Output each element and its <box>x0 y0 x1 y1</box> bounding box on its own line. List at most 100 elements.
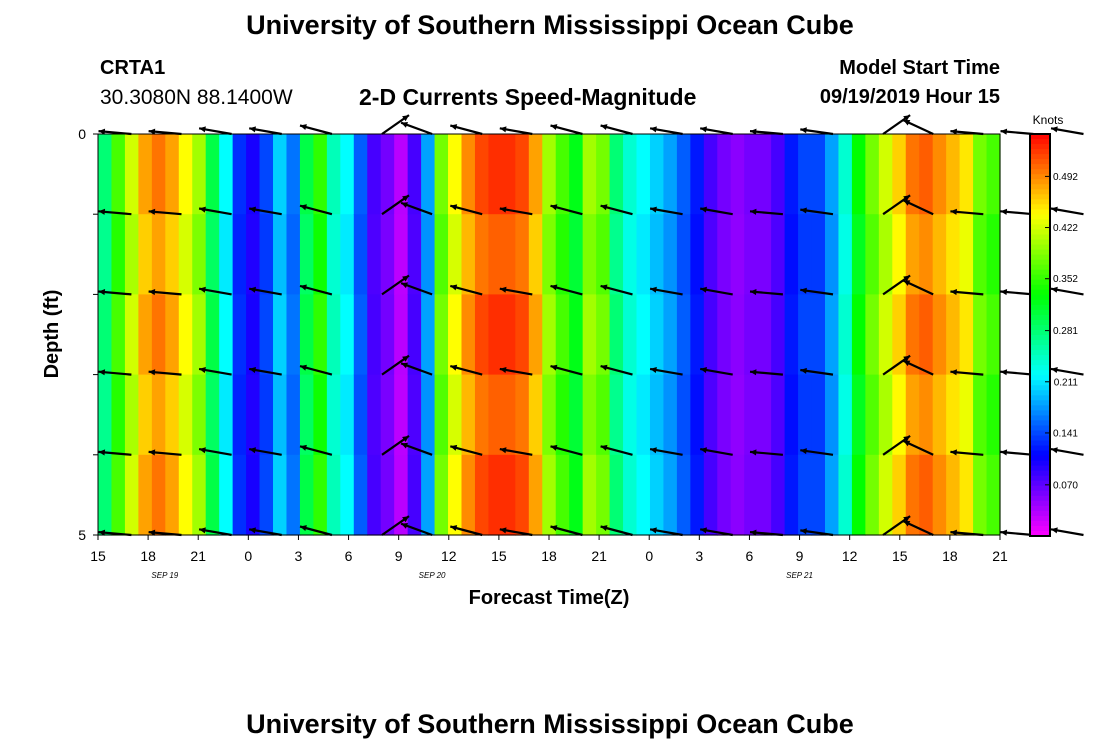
current-vector-head <box>1051 286 1058 293</box>
colorbar-segment <box>1030 209 1050 216</box>
heatmap-cell <box>717 374 732 456</box>
heatmap-cell <box>798 374 813 456</box>
heatmap-cell <box>932 134 947 215</box>
heatmap-cell <box>690 214 705 295</box>
colorbar-segment <box>1030 420 1050 427</box>
heatmap-cell <box>124 134 139 215</box>
current-vector-head <box>98 529 106 536</box>
heatmap-cell <box>703 294 718 376</box>
current-vector-head <box>499 286 507 293</box>
heatmap-cell <box>380 454 395 536</box>
heatmap-cell <box>919 214 934 295</box>
heatmap-cell <box>609 374 624 456</box>
heatmap-cell <box>353 134 368 215</box>
heatmap-cell <box>555 134 570 215</box>
heatmap-cell <box>124 214 139 295</box>
colorbar-segment <box>1030 505 1050 512</box>
heatmap-cell <box>474 294 490 376</box>
heatmap-cell <box>892 374 907 456</box>
heatmap-cell <box>246 134 261 215</box>
colorbar-segment <box>1030 229 1050 236</box>
colorbar-segment <box>1030 370 1050 376</box>
heatmap-cell <box>394 374 409 456</box>
colorbar-segment <box>1030 204 1050 210</box>
heatmap-cell <box>623 374 638 456</box>
heatmap-cell <box>111 374 126 456</box>
heatmap-cell <box>407 134 422 215</box>
colorbar-segment <box>1030 159 1050 165</box>
current-vector-head <box>700 126 707 133</box>
heatmap-cell <box>286 374 301 456</box>
heatmap-cell <box>973 214 988 295</box>
colorbar-segment <box>1030 425 1050 432</box>
heatmap-cell <box>824 214 840 295</box>
current-vector-head <box>249 447 256 454</box>
heatmap-cell <box>757 294 772 376</box>
heatmap-cell <box>192 214 207 295</box>
current-vector-head <box>300 124 307 130</box>
heatmap-cell <box>286 454 301 536</box>
current-vector-head <box>98 208 106 215</box>
current-vector-head <box>550 204 558 211</box>
heatmap-cell <box>676 294 691 376</box>
heatmap-cell <box>973 294 988 376</box>
colorbar-segment <box>1030 335 1050 341</box>
heatmap-cell <box>165 294 180 376</box>
heatmap-cell <box>676 454 691 536</box>
heatmap-cell <box>649 214 665 295</box>
heatmap-cell <box>501 134 516 215</box>
heatmap-cell <box>946 134 961 215</box>
current-vector-head <box>450 364 458 371</box>
heatmap-cell <box>771 294 786 376</box>
heatmap-cell <box>434 454 449 536</box>
x-tick-label: 18 <box>942 548 958 564</box>
heatmap-cell <box>730 454 745 536</box>
current-vector-head <box>1051 527 1058 534</box>
heatmap-cell <box>434 374 449 456</box>
heatmap-cell <box>717 294 732 376</box>
x-tick-label: 3 <box>695 548 703 564</box>
heatmap-cell <box>313 134 328 215</box>
heatmap-cell <box>892 454 907 536</box>
heatmap-cell <box>851 134 866 215</box>
heatmap-cell <box>98 454 113 536</box>
current-vector-head <box>800 528 807 535</box>
colorbar-segment <box>1030 435 1050 442</box>
current-vector-head <box>1000 128 1008 135</box>
heatmap-cell <box>192 294 207 376</box>
colorbar-segment <box>1030 490 1050 497</box>
current-vector-head <box>199 367 206 373</box>
heatmap-cell <box>919 294 934 376</box>
heatmap-cell <box>771 214 786 295</box>
heatmap-cell <box>542 214 557 295</box>
colorbar-segment <box>1030 355 1050 361</box>
heatmap-cell <box>744 454 759 536</box>
colorbar-segment <box>1030 445 1050 452</box>
heatmap-cell <box>98 294 113 376</box>
current-vector-head <box>750 289 757 296</box>
heatmap-cell <box>165 374 180 456</box>
heatmap-cell <box>865 374 880 456</box>
heatmap-cell <box>299 134 314 215</box>
colorbar-tick-label: 0.211 <box>1054 377 1079 388</box>
current-vector-head <box>700 447 707 454</box>
heatmap-cell <box>851 454 866 536</box>
heatmap-cell <box>111 294 126 376</box>
heatmap-cell <box>542 294 557 376</box>
colorbar-tick-label: 0.492 <box>1053 172 1078 183</box>
heatmap-cell <box>730 214 745 295</box>
current-vector-head <box>650 286 657 293</box>
heatmap-cell <box>394 454 409 536</box>
current-vector-head <box>199 286 206 293</box>
heatmap-cell <box>178 134 193 215</box>
colorbar-segment <box>1030 224 1050 231</box>
colorbar-segment <box>1030 375 1050 381</box>
current-vector-head <box>700 367 707 373</box>
current-vector-head <box>950 208 957 215</box>
current-vector-head <box>300 364 307 371</box>
heatmap-cell <box>811 454 826 536</box>
heatmap-cell <box>932 374 947 456</box>
heatmap-cell <box>757 374 772 456</box>
current-vector-head <box>650 367 657 373</box>
colorbar-segment <box>1030 455 1050 462</box>
